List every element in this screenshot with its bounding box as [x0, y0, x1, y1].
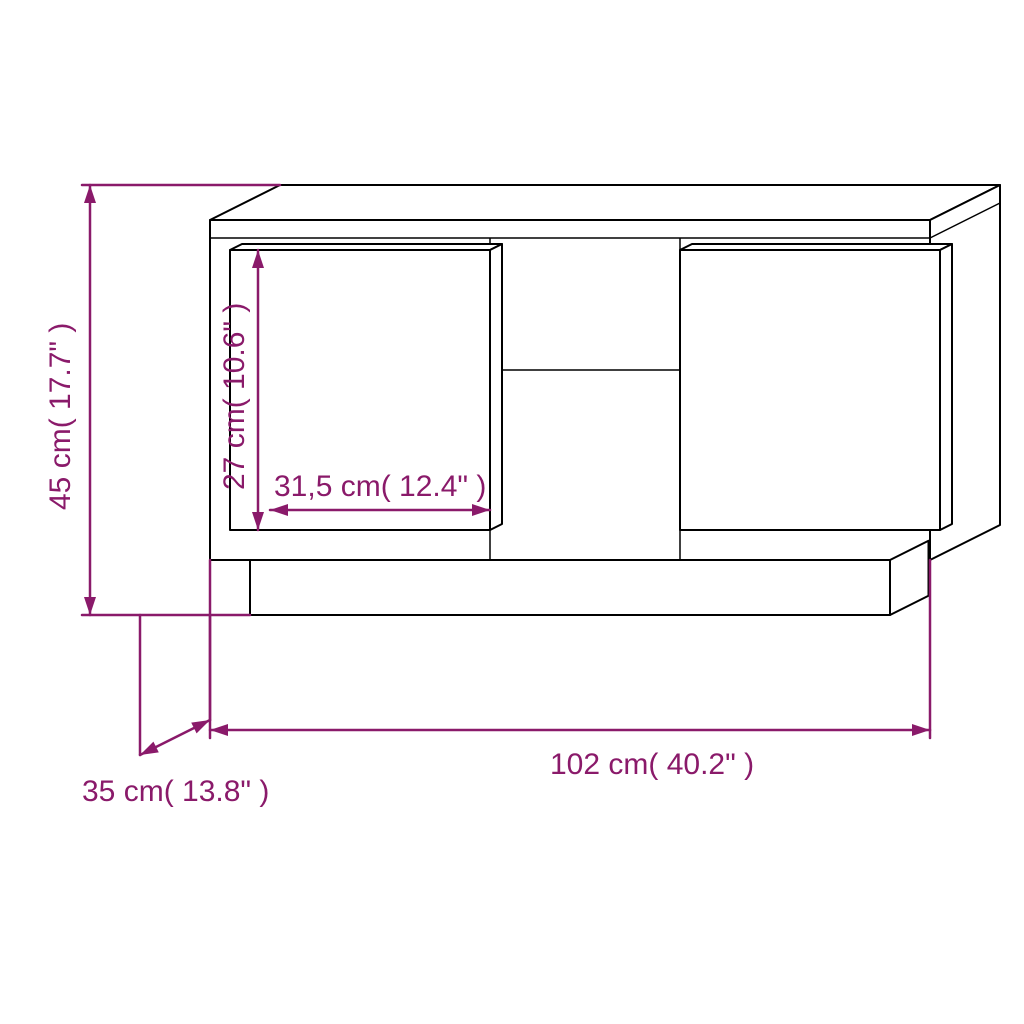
dimension-diagram: 45 cm( 17.7" ) 27 cm( 10.6" ) 31,5 cm( 12.… [0, 0, 1024, 1024]
dim-door-height: 27 cm( 10.6" ) [218, 303, 251, 490]
dim-depth: 35 cm( 13.8" ) [82, 775, 269, 808]
cabinet-drawing [210, 185, 1000, 615]
dim-total-height: 45 cm( 17.7" ) [44, 323, 77, 510]
dim-total-width: 102 cm( 40.2" ) [550, 748, 754, 781]
dim-door-width: 31,5 cm( 12.4" ) [274, 470, 486, 503]
